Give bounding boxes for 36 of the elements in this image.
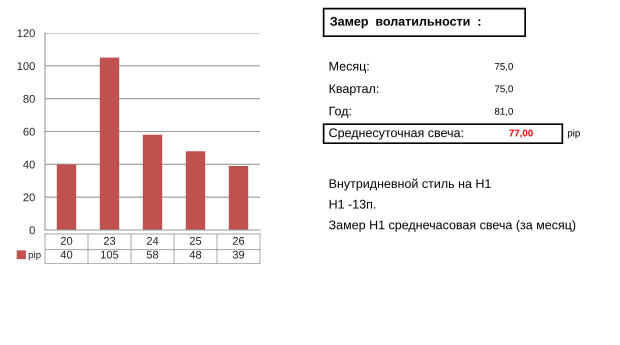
y-tick-label: 100 [18, 62, 35, 70]
y-tick-label: 20 [23, 193, 35, 202]
text: Квартал: [330, 84, 378, 96]
text: H1 -13п. [330, 200, 376, 209]
bar [142, 134, 162, 230]
data-label: 105 [101, 250, 118, 259]
text: Замер H1 среднечасовая свеча (за месяц) [329, 220, 576, 232]
text: 77,00 [509, 130, 533, 138]
data-label: 48 [190, 250, 202, 259]
text: Замер волатильности : [330, 16, 480, 28]
data-label: 40 [60, 250, 72, 259]
x-tick-label: 25 [190, 236, 202, 245]
bar [228, 166, 248, 230]
text: pip [568, 129, 580, 138]
legend-label: pip [28, 251, 41, 260]
bar [186, 151, 206, 230]
x-tick-label: 23 [104, 236, 116, 245]
y-tick-label: 80 [23, 94, 35, 103]
data-label: 58 [146, 250, 158, 259]
text: Год: [330, 106, 351, 118]
y-tick-label: 40 [23, 160, 35, 168]
data-label: 39 [232, 250, 244, 259]
text: 81,0 [494, 108, 513, 116]
text: Внутридневной стиль на H1 [330, 178, 491, 191]
x-tick-label: 24 [146, 236, 158, 245]
bar [56, 164, 76, 230]
text: 75,0 [494, 63, 513, 72]
text: Месяц: [330, 62, 369, 73]
text: 75,0 [494, 85, 513, 94]
bar [100, 58, 120, 230]
x-tick-label: 26 [232, 236, 244, 245]
y-tick-label: 120 [18, 29, 35, 38]
x-tick-label: 20 [60, 236, 72, 245]
y-tick-label: 60 [23, 128, 35, 136]
text: Среднесуточная свеча: [329, 128, 463, 140]
y-tick-label: 0 [30, 226, 35, 234]
